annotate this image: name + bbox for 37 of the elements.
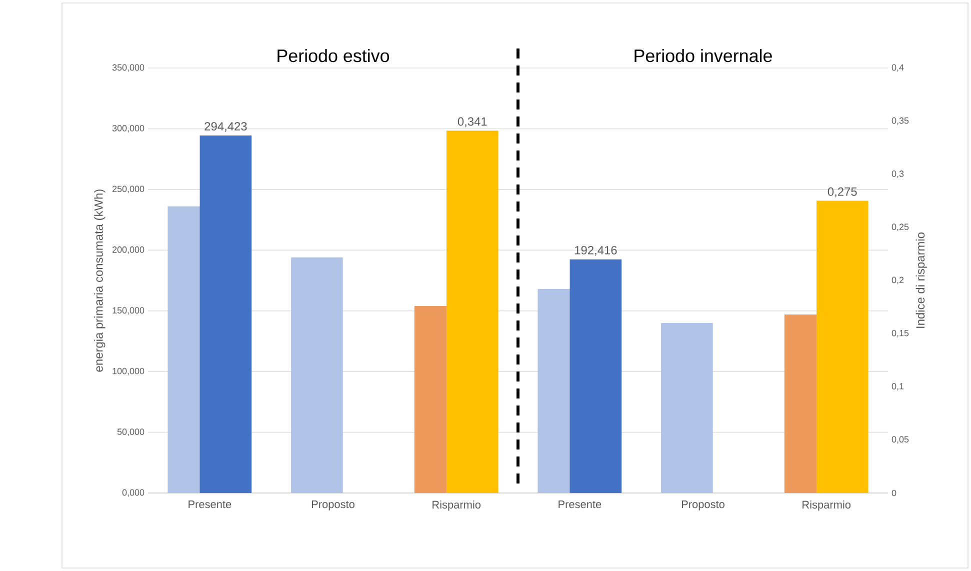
bar	[570, 259, 622, 493]
data-label: 294,423	[204, 122, 247, 132]
y2-tick-label: 0,25	[892, 224, 909, 232]
y-tick-label: 50,000	[117, 428, 144, 436]
data-label: 192,416	[575, 246, 617, 256]
y2-tick-label: 0,35	[892, 117, 909, 125]
text: Periodo invernale	[634, 49, 772, 62]
y2-tick-label: 0	[892, 490, 896, 496]
x-tick-label: Proposto	[312, 500, 354, 510]
bar	[816, 200, 868, 493]
y-tick-label: 300,000	[112, 125, 144, 132]
bar	[661, 323, 713, 493]
bar	[446, 130, 498, 493]
data-label: 0,275	[828, 187, 857, 198]
text: Periodo estivo	[278, 49, 390, 62]
data-label: 0,341	[458, 117, 487, 128]
y-tick-label: 200,000	[112, 246, 144, 254]
y-axis-title: energia primaria consumata (kWh)	[94, 190, 106, 372]
x-tick-label: Risparmio	[432, 500, 481, 511]
x-tick-label: Presente	[188, 500, 232, 508]
y2-axis-title: Indice di risparmio	[916, 232, 927, 328]
y2-tick-label: 0,3	[892, 170, 904, 178]
y-tick-label: 100,000	[112, 368, 144, 376]
y-tick-label: 350,000	[112, 64, 144, 72]
bar	[291, 257, 343, 493]
y-tick-label: 250,000	[112, 186, 144, 194]
y2-tick-label: 0,15	[892, 330, 909, 338]
y2-tick-label: 0,2	[892, 276, 904, 284]
y2-tick-label: 0,4	[892, 64, 904, 72]
x-tick-label: Proposto	[682, 500, 724, 510]
y2-tick-label: 0,05	[892, 436, 909, 444]
x-tick-label: Risparmio	[802, 500, 851, 511]
y2-tick-label: 0,1	[892, 383, 904, 390]
x-tick-label: Presente	[558, 500, 602, 508]
bar	[200, 135, 252, 493]
y-tick-label: 0,000	[122, 489, 144, 497]
y-tick-label: 150,000	[112, 307, 144, 315]
